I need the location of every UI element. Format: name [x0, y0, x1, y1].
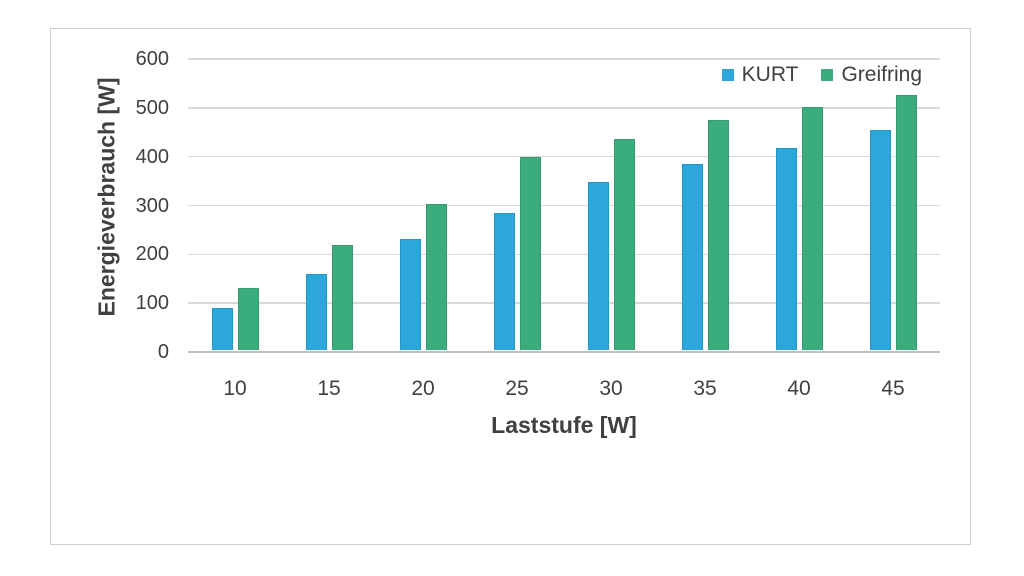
gridline [188, 253, 940, 256]
y-axis-tick-label: 400 [135, 145, 169, 168]
x-axis-tick-label: 15 [317, 377, 341, 400]
x-axis-tick-label: 40 [787, 377, 811, 400]
bar-greifring-30 [613, 138, 635, 350]
bar-kurt-20 [399, 238, 421, 350]
x-axis-tick-label: 45 [881, 377, 905, 400]
y-axis-tick-label: 500 [135, 96, 169, 119]
gridline [188, 58, 940, 60]
bar-greifring-10 [237, 287, 259, 350]
y-axis-tick-label: 300 [135, 194, 169, 217]
gridline [188, 107, 940, 109]
legend: KURT Greifring [721, 62, 922, 88]
y-axis-tick-label: 0 [157, 341, 169, 363]
x-axis-line [188, 351, 940, 353]
bar-greifring-25 [519, 156, 541, 350]
x-axis-tick-label: 30 [599, 377, 623, 400]
bar-kurt-10 [211, 307, 233, 350]
plot-area: KURT Greifring [188, 58, 940, 353]
x-axis-tick-label: 20 [411, 377, 435, 400]
bar-kurt-15 [305, 274, 327, 350]
legend-label-kurt: KURT [741, 63, 799, 86]
legend-swatch-greifring [821, 69, 834, 81]
y-axis-tick-label: 200 [135, 243, 169, 266]
bar-greifring-20 [425, 203, 447, 350]
chart-frame: Energieverbrauch [W] 0 100 200 300 400 500 600… [50, 28, 971, 545]
bar-greifring-40 [801, 107, 823, 350]
bar-kurt-40 [775, 148, 797, 350]
legend-swatch-kurt [721, 69, 734, 81]
bar-greifring-15 [331, 245, 353, 350]
legend-item-greifring: Greifring [821, 63, 922, 87]
y-axis-tick-label: 100 [135, 292, 169, 315]
y-axis-tick-label: 600 [135, 48, 169, 70]
bar-kurt-35 [681, 163, 703, 350]
gridline [188, 302, 940, 304]
gridline [188, 204, 940, 207]
x-axis-tick-label: 10 [223, 377, 247, 400]
bar-kurt-30 [587, 182, 609, 350]
bar-kurt-25 [493, 213, 515, 350]
bar-kurt-45 [869, 130, 891, 350]
x-axis-title: Laststufe [W] [491, 412, 637, 438]
legend-item-kurt: KURT [721, 63, 799, 87]
x-axis-tick-label: 25 [505, 377, 529, 400]
legend-label-greifring: Greifring [841, 63, 922, 86]
bar-greifring-35 [707, 120, 729, 350]
x-axis-tick-label: 35 [693, 377, 717, 400]
gridline [188, 155, 940, 158]
bar-greifring-45 [895, 94, 917, 350]
